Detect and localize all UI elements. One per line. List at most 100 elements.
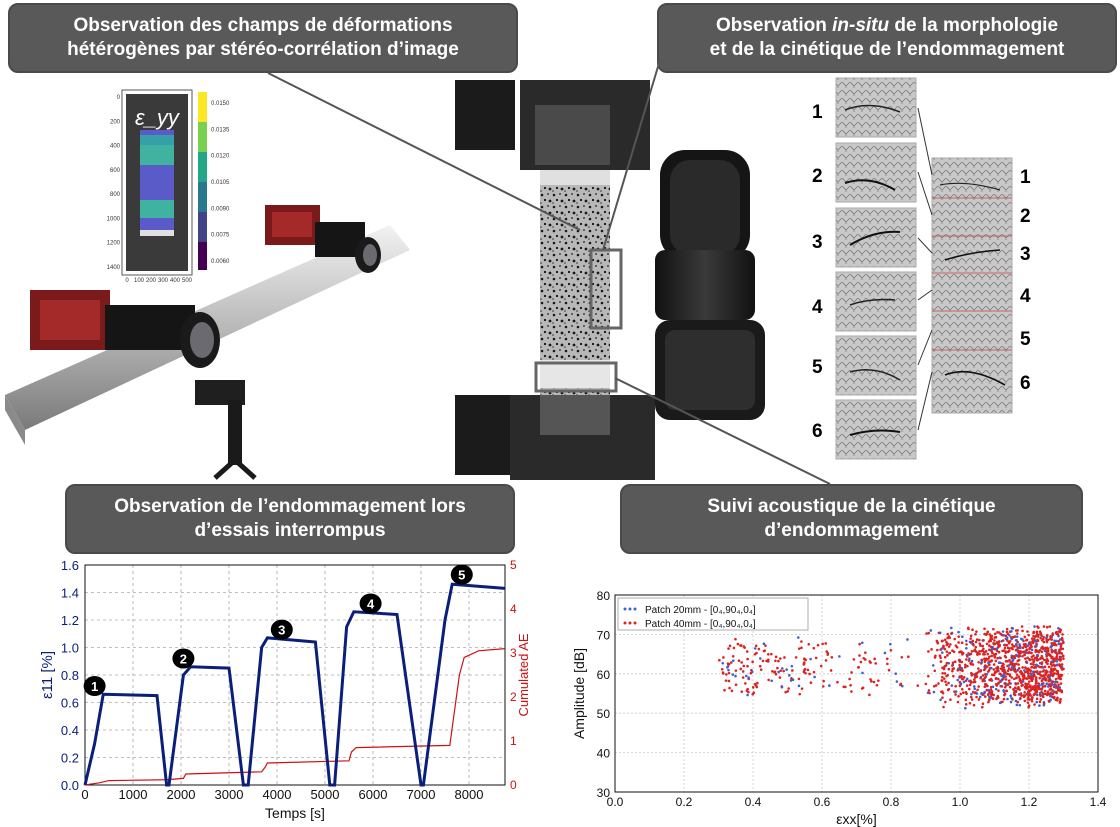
point-patch-40: [1035, 697, 1039, 701]
point-patch-40: [997, 640, 1001, 644]
point-patch-20: [975, 692, 979, 695]
dic-x-tick: 400: [170, 278, 181, 284]
point-patch-40: [955, 645, 959, 649]
point-patch-40: [956, 668, 960, 672]
point-patch-40: [1014, 690, 1018, 694]
dic-colorbar-tick: 0.0135: [211, 127, 230, 133]
point-patch-40: [960, 660, 964, 664]
point-patch-40: [1017, 675, 1021, 678]
point-patch-40: [994, 677, 998, 681]
banner-dic-line2: hétérogènes par stéréo-corrélation d’ima…: [67, 39, 459, 60]
y-left-tick-label: 0.6: [61, 696, 79, 711]
point-patch-40: [956, 700, 960, 704]
point-patch-40: [1028, 658, 1032, 662]
point-patch-40: [1007, 679, 1011, 682]
point-patch-40: [943, 638, 947, 642]
point-patch-20: [1050, 683, 1054, 686]
dic-y-tick: 400: [110, 144, 121, 150]
point-patch-40: [741, 676, 745, 679]
point-patch-40: [997, 650, 1001, 654]
point-patch-40: [1033, 692, 1037, 696]
point-patch-20: [895, 680, 899, 683]
point-patch-40: [979, 676, 982, 680]
point-patch-40: [758, 664, 762, 668]
dic-colorbar-tick: 0.0120: [211, 154, 230, 160]
point-patch-20: [964, 706, 967, 710]
point-patch-40: [969, 637, 972, 640]
point-patch-40: [1042, 669, 1046, 672]
point-patch-40: [946, 636, 949, 640]
banner-interrupted-line1: Observation de l’endommagement lors: [114, 496, 466, 517]
banner-interrupted-line2: d’essais interrompus: [194, 520, 386, 541]
dic-x-tick: 300: [158, 278, 169, 284]
point-patch-40: [974, 645, 978, 649]
point-patch-40: [966, 655, 969, 658]
point-patch-40: [1045, 655, 1049, 658]
point-patch-40: [778, 676, 782, 679]
point-patch-20: [1011, 658, 1015, 662]
micro-right-number: 2: [1020, 206, 1031, 227]
point-patch-40: [992, 642, 996, 646]
dic-colorbar-tick: 0.0105: [211, 180, 230, 186]
point-patch-40: [1013, 664, 1016, 668]
point-patch-40: [1046, 670, 1049, 674]
point-patch-40: [1054, 651, 1058, 654]
point-patch-20: [1049, 645, 1053, 649]
point-patch-40: [1019, 696, 1022, 700]
point-patch-40: [985, 642, 989, 646]
point-patch-40: [752, 691, 756, 695]
x-tick-label: 0: [81, 787, 88, 802]
step-marker: [359, 593, 382, 614]
y-left-tick-label: 0.0: [61, 778, 79, 793]
point-patch-40: [1034, 682, 1038, 685]
point-patch-40: [1008, 674, 1012, 678]
point-patch-40: [936, 640, 939, 644]
point-patch-40: [993, 670, 997, 674]
point-patch-40: [1058, 655, 1062, 659]
point-patch-20: [797, 684, 801, 688]
point-patch-40: [728, 686, 731, 690]
point-patch-40: [1058, 663, 1061, 666]
point-patch-40: [939, 660, 943, 663]
point-patch-40: [741, 670, 745, 673]
point-patch-20: [731, 673, 735, 676]
micro-right-number: 6: [1020, 373, 1031, 394]
point-patch-40: [1045, 650, 1049, 654]
micro-right-number: 1: [1020, 167, 1031, 188]
point-patch-40: [997, 682, 1000, 685]
point-patch-40: [727, 679, 731, 683]
point-patch-40: [1013, 655, 1016, 658]
point-patch-40: [802, 661, 806, 664]
point-patch-40: [824, 642, 828, 645]
point-patch-40: [1050, 656, 1053, 659]
point-patch-40: [1047, 692, 1051, 696]
point-patch-40: [1026, 701, 1030, 704]
point-patch-40: [1054, 631, 1058, 635]
point-patch-20: [790, 664, 794, 668]
point-patch-20: [970, 659, 974, 663]
point-patch-20: [721, 661, 725, 665]
y-left-tick-label: 1.6: [61, 558, 79, 573]
point-patch-40: [1022, 694, 1025, 697]
point-patch-20: [1011, 627, 1015, 630]
point-patch-40: [757, 647, 761, 651]
micro-left-number: 4: [812, 297, 823, 318]
point-patch-40: [869, 661, 872, 664]
point-patch-40: [947, 645, 951, 648]
point-patch-40: [1003, 692, 1007, 696]
point-patch-20: [957, 630, 960, 634]
point-patch-40: [1026, 670, 1029, 674]
point-patch-20: [1035, 653, 1039, 657]
point-patch-40: [1039, 656, 1043, 660]
point-patch-40: [749, 671, 753, 675]
point-patch-40: [951, 649, 954, 652]
point-patch-40: [1034, 689, 1038, 692]
point-patch-20: [1058, 638, 1062, 641]
legend-marker: [623, 607, 627, 611]
point-patch-40: [978, 652, 981, 656]
point-patch-40: [1022, 650, 1026, 654]
point-patch-40: [983, 695, 987, 698]
x-tick-label: 1.2: [1021, 795, 1038, 809]
micro-arrows: [917, 107, 933, 431]
